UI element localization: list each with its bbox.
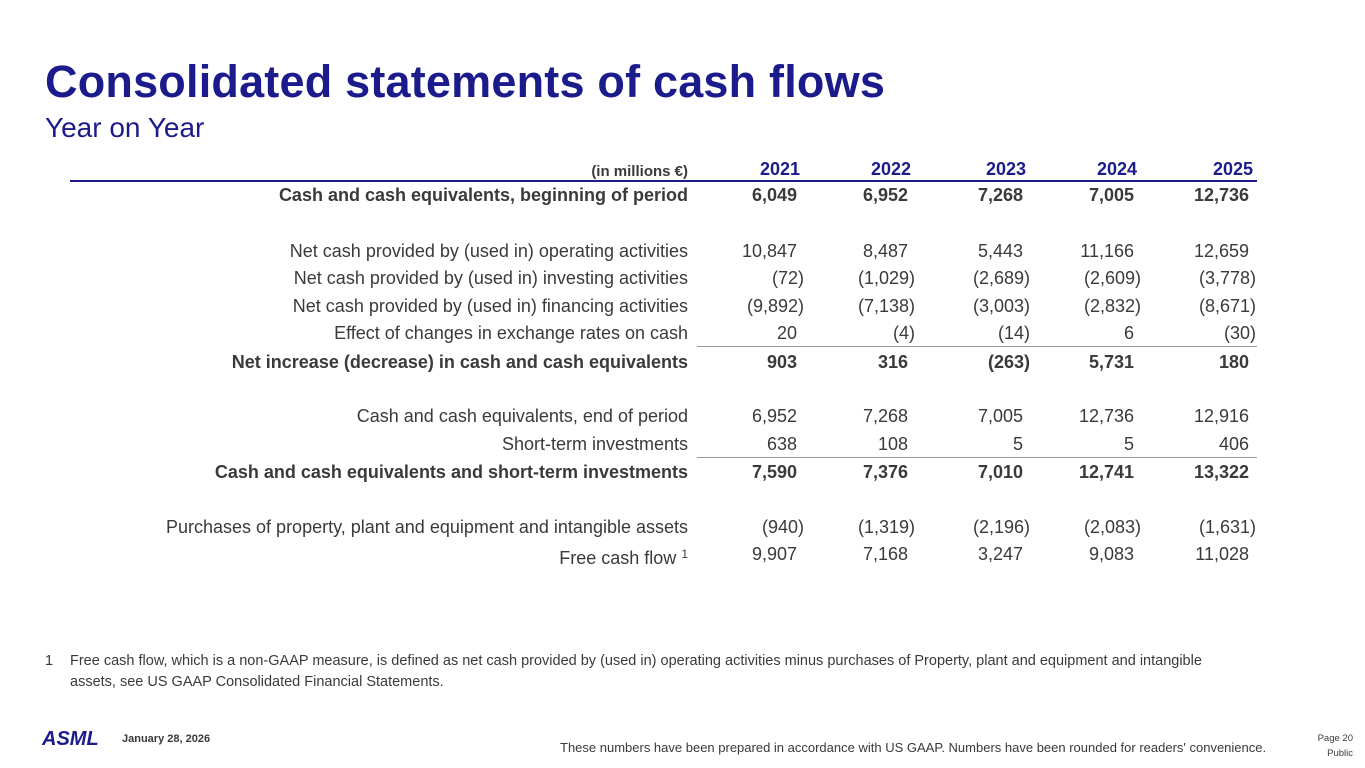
page-subtitle: Year on Year bbox=[45, 112, 205, 143]
row-value: (9,892) bbox=[746, 296, 804, 316]
row-value: 6 bbox=[1123, 323, 1134, 343]
page-number: Page 20 bbox=[1317, 733, 1353, 744]
footnote-text: Free cash flow, which is a non-GAAP meas… bbox=[70, 653, 1202, 690]
row-value: (940) bbox=[761, 517, 804, 537]
row-value: 3,247 bbox=[977, 544, 1023, 564]
row-value: (2,689) bbox=[972, 268, 1030, 288]
row-value: 7,010 bbox=[977, 462, 1023, 482]
row-value: (2,832) bbox=[1083, 296, 1141, 316]
row-value: 7,005 bbox=[1088, 185, 1134, 205]
row-label: Net increase (decrease) in cash and cash… bbox=[231, 352, 688, 372]
row-value: 9,083 bbox=[1088, 544, 1134, 564]
row-value: (2,196) bbox=[972, 517, 1030, 537]
row-value: (3,778) bbox=[1198, 268, 1256, 288]
row-value: 12,916 bbox=[1193, 406, 1249, 426]
row-value: 5,731 bbox=[1088, 352, 1134, 372]
row-value: 6,952 bbox=[751, 406, 797, 426]
row-value: 903 bbox=[766, 352, 797, 372]
footnote-number: 1 bbox=[45, 653, 54, 669]
row-value: 406 bbox=[1218, 434, 1249, 454]
row-value: (1,029) bbox=[857, 268, 915, 288]
subtotal-divider bbox=[697, 346, 1257, 347]
row-value: (2,609) bbox=[1083, 268, 1141, 288]
year-header: 2021 bbox=[759, 159, 800, 179]
footer-disclaimer: These numbers have been prepared in acco… bbox=[560, 740, 1267, 755]
logo-text: ASML bbox=[42, 728, 99, 748]
row-value: 316 bbox=[877, 352, 908, 372]
row-label: Free cash flow 1 bbox=[559, 543, 688, 569]
row-label: Short-term investments bbox=[501, 434, 688, 454]
row-value: (1,631) bbox=[1198, 517, 1256, 537]
row-label: Net cash provided by (used in) financing… bbox=[292, 296, 688, 316]
row-value: (3,003) bbox=[972, 296, 1030, 316]
row-value: 7,376 bbox=[862, 462, 908, 482]
row-value: (14) bbox=[997, 323, 1030, 343]
row-value: 7,005 bbox=[977, 406, 1023, 426]
row-value: (8,671) bbox=[1198, 296, 1256, 316]
row-value: 13,322 bbox=[1193, 462, 1249, 482]
row-value: 12,736 bbox=[1078, 406, 1134, 426]
row-value: (1,319) bbox=[857, 517, 915, 537]
row-value: 6,952 bbox=[862, 185, 908, 205]
row-value: 638 bbox=[766, 434, 797, 454]
footnote-ref: 1 bbox=[681, 547, 688, 561]
year-header: 2025 bbox=[1212, 159, 1253, 179]
row-value: 5 bbox=[1123, 434, 1134, 454]
row-label: Cash and cash equivalents and short-term… bbox=[214, 462, 688, 482]
row-value: (72) bbox=[771, 268, 804, 288]
row-value: 7,590 bbox=[751, 462, 797, 482]
row-value: (2,083) bbox=[1083, 517, 1141, 537]
row-value: 7,268 bbox=[862, 406, 908, 426]
row-label: Purchases of property, plant and equipme… bbox=[166, 517, 688, 537]
row-value: 5,443 bbox=[977, 241, 1023, 261]
header-divider bbox=[70, 180, 1257, 182]
row-value: 6,049 bbox=[751, 185, 797, 205]
year-header: 2023 bbox=[985, 159, 1026, 179]
row-value: 108 bbox=[877, 434, 908, 454]
row-value: 12,736 bbox=[1193, 185, 1249, 205]
free-cash-flow-label: Free cash flow bbox=[559, 548, 677, 568]
year-header: 2024 bbox=[1096, 159, 1137, 179]
row-value: 11,166 bbox=[1080, 241, 1134, 261]
row-label: Net cash provided by (used in) operating… bbox=[289, 241, 688, 261]
page-title: Consolidated statements of cash flows bbox=[45, 56, 886, 107]
row-label: Effect of changes in exchange rates on c… bbox=[334, 323, 688, 343]
row-value: (30) bbox=[1223, 323, 1256, 343]
footer-date: January 28, 2026 bbox=[122, 733, 211, 745]
row-value: 8,487 bbox=[862, 241, 908, 261]
row-value: (7,138) bbox=[857, 296, 915, 316]
row-value: 7,268 bbox=[977, 185, 1023, 205]
cash-flow-table: (in millions €) 2021 2022 2023 2024 2025… bbox=[70, 159, 1257, 569]
row-value: 10,847 bbox=[741, 241, 797, 261]
row-value: (4) bbox=[893, 323, 915, 343]
row-value: (263) bbox=[987, 352, 1030, 372]
row-value: 11,028 bbox=[1195, 544, 1249, 564]
row-value: 12,659 bbox=[1193, 241, 1249, 261]
row-value: 9,907 bbox=[751, 544, 797, 564]
subtotal-divider bbox=[697, 457, 1257, 458]
row-value: 12,741 bbox=[1078, 462, 1134, 482]
row-label: Cash and cash equivalents, beginning of … bbox=[278, 185, 688, 205]
row-value: 180 bbox=[1218, 352, 1249, 372]
classification-label: Public bbox=[1327, 748, 1353, 759]
unit-label: (in millions €) bbox=[591, 163, 688, 180]
row-label: Net cash provided by (used in) investing… bbox=[293, 268, 688, 288]
row-value: 7,168 bbox=[862, 544, 908, 564]
row-value: 5 bbox=[1012, 434, 1023, 454]
row-label: Cash and cash equivalents, end of period bbox=[356, 406, 688, 426]
asml-logo: ASML bbox=[42, 728, 99, 748]
row-value: 20 bbox=[776, 323, 797, 343]
year-header: 2022 bbox=[870, 159, 911, 179]
